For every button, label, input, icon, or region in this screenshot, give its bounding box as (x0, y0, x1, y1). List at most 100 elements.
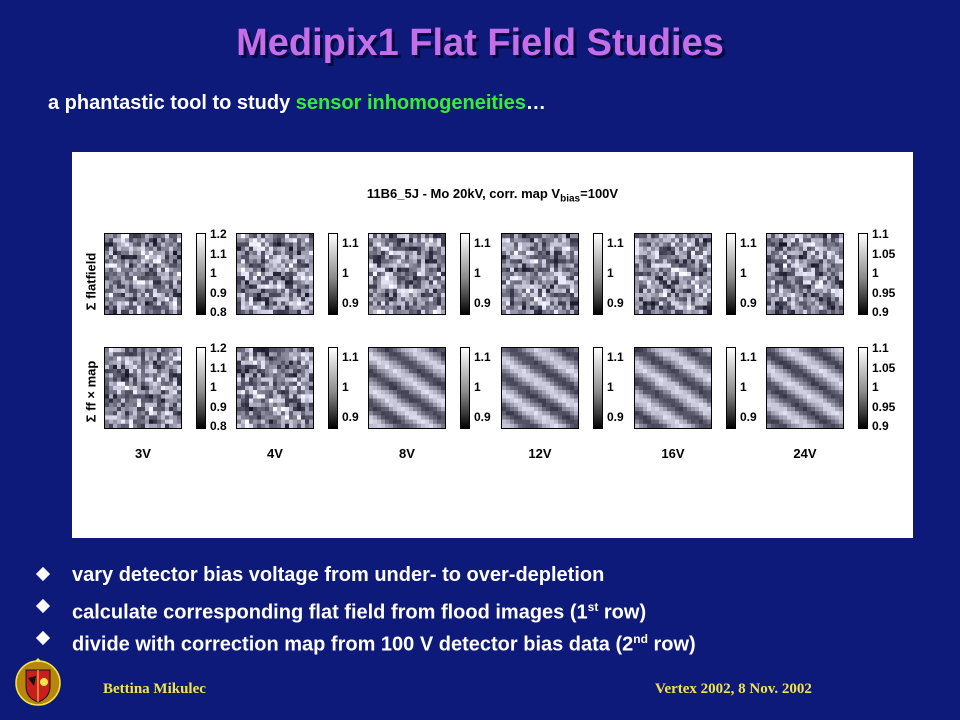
colorbar-tick-label: 1.1 (872, 341, 889, 355)
colorbar-tick-label: 0.9 (474, 410, 491, 424)
figure-title: 11B6_5J - Mo 20kV, corr. map Vbias=100V (72, 186, 913, 205)
voltage-label: 16V (661, 446, 685, 461)
colorbar-tick-label: 1 (342, 380, 349, 394)
colorbar-tick-label: 0.9 (607, 410, 624, 424)
flatfield-panel (368, 347, 446, 429)
colorbar-tick-label: 1 (872, 380, 879, 394)
colorbar (196, 347, 206, 429)
colorbar-tick-label: 0.9 (210, 399, 227, 414)
voltage-label: 8V (399, 446, 415, 461)
bullet-item: divide with correction map from 100 V de… (35, 624, 936, 656)
bullet-sup: nd (633, 632, 648, 646)
flatfield-panel (766, 347, 844, 429)
colorbar-tick-label: 1.1 (474, 236, 491, 250)
flatfield-panel (766, 233, 844, 315)
row-label-flatfield: Σ flatfield (83, 252, 99, 311)
colorbar-tick-label: 0.9 (474, 296, 491, 310)
flatfield-panel (236, 347, 314, 429)
colorbar (460, 347, 470, 429)
subtitle-prefix: a phantastic tool to study (48, 92, 296, 114)
colorbar (460, 233, 470, 315)
subtitle-highlight: sensor inhomogeneities (295, 92, 526, 114)
colorbar-tick-label: 1.1 (740, 350, 757, 364)
bullet-item: vary detector bias voltage from under- t… (35, 560, 936, 592)
colorbar-tick-label: 1 (607, 380, 614, 394)
colorbar-tick-label: 0.9 (740, 296, 757, 310)
row-label-ff-map: Σ ff × map (83, 360, 99, 423)
diamond-bullet-icon (35, 566, 51, 582)
colorbar-tick-label: 1 (210, 380, 217, 394)
colorbar-tick-label: 1.1 (342, 350, 359, 364)
colorbar-tick-label: 0.95 (872, 399, 896, 414)
bullet-tail: row) (598, 601, 647, 624)
colorbar-tick-label: 1.1 (607, 236, 624, 250)
colorbar-tick-label: 1.1 (210, 360, 227, 375)
footer-author: Bettina Mikulec (103, 681, 206, 697)
colorbar-tick-label: 1.1 (740, 236, 757, 250)
colorbar-tick-label: 0.9 (872, 305, 889, 319)
bullet-text: calculate corresponding flat field from … (72, 601, 588, 624)
flatfield-panel (104, 347, 182, 429)
colorbar-tick-label: 0.95 (872, 285, 896, 300)
flatfield-panel (634, 233, 712, 315)
colorbar-tick-label: 0.9 (740, 410, 757, 424)
slide-subtitle: a phantastic tool to study sensor inhomo… (48, 92, 546, 115)
colorbar-tick-label: 1.1 (872, 227, 889, 241)
colorbar-tick-label: 1 (872, 266, 879, 280)
colorbar-tick-label: 0.9 (872, 419, 889, 433)
colorbar (726, 347, 736, 429)
colorbar-tick-label: 1 (342, 266, 349, 280)
bullet-item: calculate corresponding flat field from … (35, 592, 936, 624)
colorbar-tick-label: 1 (740, 380, 747, 394)
colorbar-tick-label: 1.05 (872, 246, 896, 261)
colorbar-tick-label: 1.2 (210, 341, 227, 355)
bullet-text: divide with correction map from 100 V de… (72, 633, 634, 656)
bullet-tail: row) (647, 633, 696, 656)
colorbar-tick-label: 1.1 (474, 350, 491, 364)
colorbar-tick-label: 0.8 (210, 419, 227, 433)
voltage-label: 3V (135, 446, 151, 461)
diamond-bullet-icon (35, 598, 51, 614)
bullet-list: vary detector bias voltage from under- t… (35, 560, 936, 656)
colorbar-tick-label: 0.9 (210, 285, 227, 300)
colorbar-tick-label: 0.9 (342, 296, 359, 310)
colorbar-tick-label: 1 (474, 266, 481, 280)
footer-event: Vertex 2002, 8 Nov. 2002 (655, 681, 812, 697)
colorbar (328, 233, 338, 315)
colorbar (858, 347, 868, 429)
diamond-bullet-icon (35, 630, 51, 646)
colorbar-tick-label: 0.8 (210, 305, 227, 319)
colorbar-tick-label: 1.2 (210, 227, 227, 241)
figure-title-sub: bias (560, 193, 581, 205)
colorbar-tick-label: 1 (474, 380, 481, 394)
colorbar-tick-label: 1 (607, 266, 614, 280)
colorbar-tick-label: 0.9 (607, 296, 624, 310)
colorbar-tick-label: 1 (210, 266, 217, 280)
colorbar (726, 233, 736, 315)
voltage-label: 24V (793, 446, 817, 461)
flatfield-panel (501, 233, 579, 315)
colorbar-tick-label: 1 (740, 266, 747, 280)
colorbar-tick-label: 0.9 (342, 410, 359, 424)
flatfield-panel (236, 233, 314, 315)
flat-field-figure: 11B6_5J - Mo 20kV, corr. map Vbias=100V … (72, 152, 913, 538)
slide-title: Medipix1 Flat Field Studies (236, 22, 724, 64)
figure-title-end: =100V (580, 186, 619, 201)
subtitle-suffix: … (525, 92, 546, 114)
university-crest-icon (15, 658, 61, 706)
colorbar-tick-label: 1.1 (607, 350, 624, 364)
colorbar (858, 233, 868, 315)
voltage-label: 4V (267, 446, 283, 461)
flatfield-panel (104, 233, 182, 315)
colorbar (328, 347, 338, 429)
flatfield-panel (368, 233, 446, 315)
bullet-text: vary detector bias voltage from under- t… (72, 564, 605, 586)
colorbar-tick-label: 1.1 (342, 236, 359, 250)
voltage-label: 12V (528, 446, 552, 461)
flatfield-panel (634, 347, 712, 429)
colorbar (593, 347, 603, 429)
colorbar-tick-label: 1.05 (872, 360, 896, 375)
colorbar-tick-label: 1.1 (210, 246, 227, 261)
colorbar (196, 233, 206, 315)
figure-title-main: 11B6_5J - Mo 20kV, corr. map V (366, 186, 561, 201)
